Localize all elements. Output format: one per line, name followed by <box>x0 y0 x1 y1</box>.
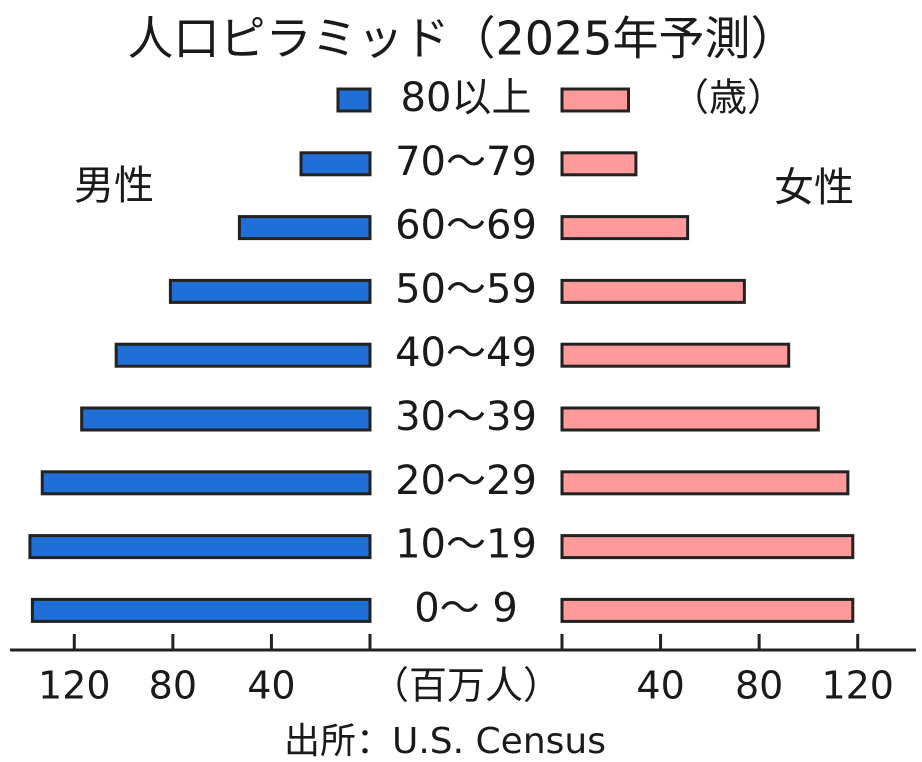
male-bar <box>28 534 372 560</box>
category-label: 10〜19 <box>395 522 537 568</box>
x-tick-label: 120 <box>821 664 894 708</box>
female-bar <box>560 278 746 304</box>
axis-label: （百万人） <box>371 664 561 708</box>
male-bar <box>30 597 372 623</box>
female-label: 女性 <box>774 165 854 211</box>
male-bar <box>80 406 372 432</box>
category-label: 70〜79 <box>395 139 537 185</box>
category-label: 30〜39 <box>395 394 537 440</box>
female-bar <box>560 597 855 623</box>
category-label: 0〜 9 <box>414 585 518 631</box>
category-label: 80以上 <box>401 75 532 121</box>
male-bar <box>168 278 372 304</box>
female-bar <box>560 534 855 560</box>
chart-title: 人口ピラミッド（2025年予測） <box>127 12 796 66</box>
category-label: 60〜69 <box>395 203 537 249</box>
category-label: 50〜59 <box>395 266 537 312</box>
x-tick-label: 40 <box>247 664 295 708</box>
female-bar <box>560 342 791 368</box>
female-bar <box>560 470 850 496</box>
male-label: 男性 <box>74 163 154 209</box>
x-tick-label: 80 <box>149 664 197 708</box>
category-label: 40〜49 <box>395 330 537 376</box>
unit-label: （歳） <box>671 76 785 120</box>
male-bar <box>237 215 372 241</box>
male-bar <box>40 470 372 496</box>
x-tick-label: 40 <box>636 664 684 708</box>
category-label: 20〜29 <box>395 458 537 504</box>
source: 出所：U.S. Census <box>284 721 606 762</box>
female-bar <box>560 87 631 113</box>
female-bar <box>560 406 820 432</box>
x-tick-label: 80 <box>735 664 783 708</box>
x-tick-label: 120 <box>38 664 111 708</box>
male-bar <box>114 342 372 368</box>
male-bar <box>299 151 372 177</box>
male-bar <box>336 87 372 113</box>
female-bar <box>560 151 638 177</box>
female-bar <box>560 215 690 241</box>
